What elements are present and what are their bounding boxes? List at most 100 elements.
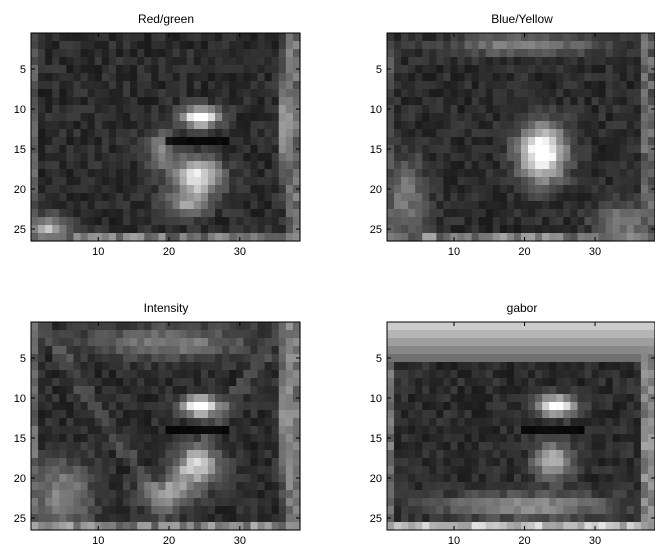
heatmap-cell [101,514,110,523]
heatmap-cell [457,145,466,154]
heatmap-cell [506,450,515,459]
heatmap-cell [478,450,487,459]
heatmap-cell [619,121,628,130]
heatmap-cell [415,129,423,138]
heatmap-cell [443,233,452,242]
heatmap-cell [626,450,635,459]
heatmap-cell [584,145,593,154]
heatmap-cell [45,434,53,443]
heatmap-cell [577,57,586,66]
heatmap-cell [542,65,550,74]
heatmap-cell [130,81,138,90]
heatmap-cell [200,161,209,170]
heatmap-cell [151,386,160,395]
heatmap-cell [165,474,174,483]
heatmap-cell [549,482,557,491]
heatmap-cell [394,362,402,371]
heatmap-cell [605,466,614,475]
heatmap-cell [108,233,117,242]
heatmap-cell [59,370,67,379]
heatmap-cell [415,145,423,154]
heatmap-cell [626,386,635,395]
heatmap-cell [450,177,459,186]
heatmap-cell [87,201,96,210]
heatmap-cell [278,330,287,339]
heatmap-cell [626,65,635,74]
heatmap-cell [207,41,216,50]
heatmap-cell [38,490,46,499]
axes-frame [30,32,301,242]
heatmap-cell [285,57,294,66]
heatmap-cell [45,402,53,411]
heatmap-cell [598,145,607,154]
heatmap-cell [52,522,60,531]
heatmap-cell [584,169,593,178]
heatmap-cell [186,482,195,491]
heatmap-cell [243,402,252,411]
heatmap-cell [38,378,46,387]
heatmap-cell [123,145,131,154]
heatmap-cell [80,201,89,210]
heatmap-cell [73,217,82,226]
heatmap-cell [443,370,452,379]
heatmap-cell [172,346,181,355]
heatmap-cell [577,522,586,531]
heatmap-cell [408,185,416,194]
heatmap-cell [172,225,181,234]
heatmap-cell [415,378,423,387]
heatmap-cell [485,233,494,242]
heatmap-cell [101,193,110,202]
heatmap-cell [499,169,508,178]
heatmap-cell [492,498,501,507]
heatmap-cell [549,386,557,395]
heatmap-cell [457,338,466,347]
heatmap-cell [108,209,117,218]
heatmap-cell [73,378,82,387]
heatmap-cell [647,370,655,379]
heatmap-cell [443,434,452,443]
heatmap-cell [471,418,480,427]
heatmap-cell [31,153,39,162]
heatmap-cell [584,490,593,499]
heatmap-cell [271,482,280,491]
heatmap-cell [549,402,557,411]
heatmap-cell [436,49,445,58]
heatmap-cell [31,378,39,387]
heatmap-cell [115,442,124,451]
heatmap-cell [647,137,655,146]
heatmap-cell [236,169,244,178]
heatmap-cell [172,522,181,531]
heatmap-cell [257,386,266,395]
heatmap-cell [647,498,655,507]
heatmap-cell [193,209,202,218]
heatmap-cell [443,185,452,194]
heatmap-cell [123,89,131,98]
heatmap-cell [492,89,501,98]
heatmap-cell [73,201,82,210]
heatmap-cell [236,49,244,58]
heatmap-cell [633,354,642,363]
heatmap-cell [278,81,287,90]
heatmap-cell [471,346,480,355]
heatmap-cell [584,482,593,491]
heatmap-cell [394,394,402,403]
heatmap-cell [457,474,466,483]
heatmap-cell [633,113,642,122]
heatmap-cell [619,193,628,202]
heatmap-cell [415,33,423,42]
heatmap-cell [499,153,508,162]
heatmap-cell [257,482,266,491]
heatmap-cell [222,418,230,427]
heatmap-cell [52,458,60,467]
heatmap-cell [158,81,167,90]
heatmap-cell [492,426,501,435]
heatmap-cell [549,458,557,467]
heatmap-cell [605,153,614,162]
heatmap-cell [172,410,181,419]
heatmap-cell [577,33,586,42]
heatmap-cell [401,209,409,218]
heatmap-cell [640,490,649,499]
heatmap-cell [556,137,564,146]
heatmap-cell [186,442,195,451]
heatmap-cell [626,362,635,371]
